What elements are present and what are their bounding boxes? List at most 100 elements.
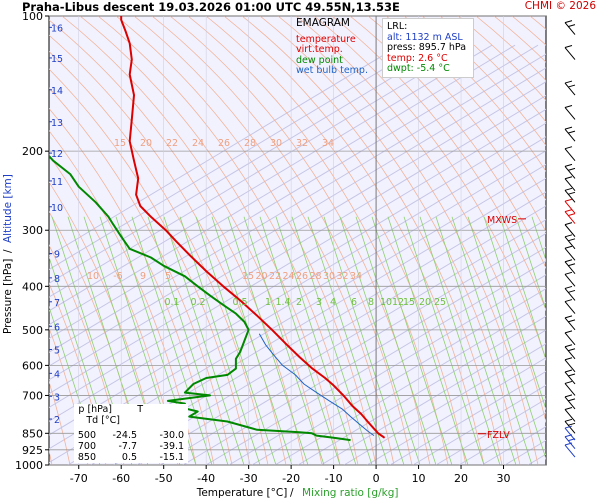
wind-barb-flag <box>567 213 576 217</box>
altitude-tick-label: 3 <box>54 392 60 403</box>
mid-curve-label: 15 <box>242 271 254 282</box>
pressure-tick-label: 600 <box>22 359 43 372</box>
upper-curve-label: 28 <box>244 138 256 149</box>
isotherm-skew-line <box>251 288 546 465</box>
mixing-ratio-label: 4 <box>330 297 336 308</box>
wind-barb <box>564 420 576 434</box>
altitude-tick-label: 11 <box>51 177 63 188</box>
wind-barb-flag <box>567 289 576 293</box>
series-line-dew-point <box>49 154 351 442</box>
mixing-ratio-label: 12 <box>392 297 404 308</box>
chart-header-title: Praha-Libus descent 19.03.2026 01:00 UTC… <box>22 0 400 14</box>
marker-label-fzlv: FZLV <box>487 430 510 441</box>
mixing-ratio-line <box>211 216 293 465</box>
mid-curve-label: 5 <box>165 271 171 282</box>
legend: EMAGRAM temperature virt.temp. dew point… <box>296 18 368 77</box>
mixing-ratio-label: 15 <box>403 297 415 308</box>
mid-curve-label: 28 <box>309 271 321 282</box>
temperature-tick-label: 30 <box>497 472 511 485</box>
wind-barb <box>564 178 576 192</box>
temperature-tick-label: 10 <box>412 472 426 485</box>
dry-adiabat-line <box>49 282 107 465</box>
marker-label-mxws: MXWS <box>487 215 517 226</box>
wind-barb-flag <box>564 315 573 319</box>
upper-curve-label: 15 <box>114 138 126 149</box>
mid-curve-label: 20 <box>255 271 267 282</box>
upper-curve-label: 24 <box>192 138 204 149</box>
wind-barb <box>564 383 576 396</box>
pressure-tick-label: 200 <box>22 145 43 158</box>
wind-barb-flag <box>564 198 573 202</box>
level-table-cell: 0.5 <box>121 452 138 463</box>
altitude-tick-label: 13 <box>51 118 63 129</box>
mixing-ratio-line <box>227 216 309 465</box>
wind-barb-flag <box>567 24 576 28</box>
wind-barb <box>564 211 576 224</box>
level-table-row: 700 -7.7 -39.1 <box>74 441 188 452</box>
altitude-tick-label: 6 <box>54 322 60 333</box>
mid-curve-label: 9 <box>140 271 146 282</box>
dry-adiabat-line <box>584 16 600 465</box>
level-table-cell: -24.5 <box>112 430 138 441</box>
pressure-tick-label: 100 <box>22 10 43 23</box>
wind-barb-flag <box>567 398 576 402</box>
wind-barb <box>564 371 576 385</box>
altitude-tick-label: 12 <box>51 149 63 160</box>
mixing-ratio-line <box>483 216 546 411</box>
upper-curve-label: 30 <box>270 138 282 149</box>
lrl-temp: temp: 2.6 °C <box>387 52 448 64</box>
temperature-tick-label: -40 <box>197 472 215 485</box>
dry-adiabat-line <box>457 16 546 101</box>
pressure-tick-label: 1000 <box>15 459 43 472</box>
wind-barb <box>564 148 576 161</box>
wind-barb <box>564 47 576 60</box>
dry-adiabat-line <box>49 326 89 465</box>
pressure-tick-label: 500 <box>22 324 43 337</box>
isotherm-skew-line <box>159 232 546 465</box>
wind-barb <box>564 190 576 203</box>
wind-barb <box>564 359 576 373</box>
altitude-tick-label: 7 <box>54 298 60 309</box>
isotherm-skew-line <box>274 301 546 465</box>
isotherm-skew-line <box>49 81 546 381</box>
mixing-ratio-label: 0.1 <box>164 297 179 308</box>
pressure-tick-label: 300 <box>22 224 43 237</box>
dry-adiabat-line <box>421 16 546 147</box>
wind-barb <box>564 107 576 120</box>
temperature-tick-label: 0 <box>373 472 380 485</box>
dry-adiabat-line <box>61 16 323 465</box>
mixing-ratio-label: 2 <box>296 297 302 308</box>
isotherm-skew-line <box>49 163 546 464</box>
level-table-row: 500 -24.5 -30.0 <box>74 430 188 441</box>
mixing-ratio-line <box>147 216 229 465</box>
mixing-ratio-label: 0.2 <box>190 297 205 308</box>
wind-barb <box>564 200 576 214</box>
dry-adiabat-line <box>313 16 546 361</box>
level-table: p [hPa] T Td [°C] 500 -24.5 -30.0 700 -7… <box>74 404 188 463</box>
level-table-cell: -30.0 <box>159 430 185 441</box>
wind-barb <box>564 332 576 346</box>
wind-barb-flag <box>564 209 573 213</box>
mid-curve-label: 24 <box>282 271 294 282</box>
isotherm-skew-line <box>320 329 546 465</box>
mid-curve-label: 10 <box>87 271 99 282</box>
chart-header: Praha-Libus descent 19.03.2026 01:00 UTC… <box>22 0 542 14</box>
mixing-ratio-line <box>499 216 546 361</box>
mixing-ratio-line <box>131 216 213 465</box>
wind-barb <box>564 128 576 142</box>
credit-label: CHMI © 2026 <box>524 0 596 12</box>
level-table-cell: 500 <box>77 430 96 441</box>
isotherm-skew-line <box>67 177 546 465</box>
mixing-ratio-line <box>435 216 517 465</box>
isotherm-skew-line <box>49 53 546 353</box>
wind-barb-flag <box>567 263 576 267</box>
dry-adiabat-line <box>439 16 546 123</box>
dry-adiabat-line <box>475 16 546 82</box>
legend-item-virt-temp: virt.temp. <box>296 44 343 55</box>
isotherm-skew-line <box>49 44 470 298</box>
upper-curve-label: 32 <box>296 138 308 149</box>
temperature-tick-label: -10 <box>325 472 343 485</box>
mixing-ratio-line <box>387 216 469 465</box>
wind-barb-flag <box>564 176 573 180</box>
mixing-ratio-line <box>195 216 277 465</box>
